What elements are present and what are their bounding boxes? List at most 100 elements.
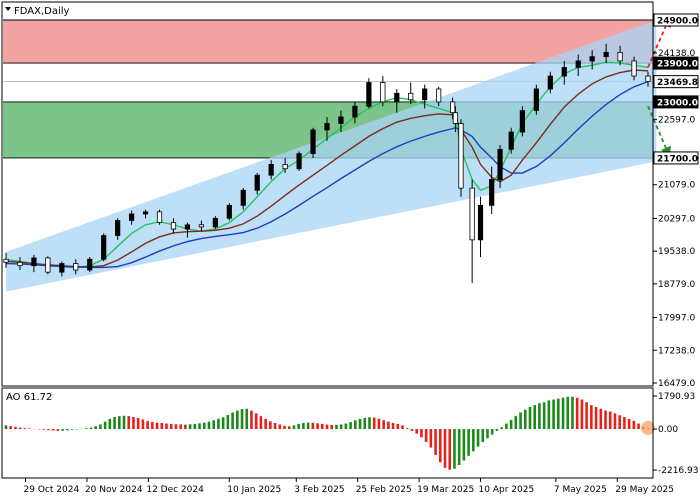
ao-current-marker — [641, 420, 655, 435]
price-tick-label: 24138.0 — [658, 49, 695, 59]
date-tick-label: 7 May 2025 — [554, 485, 607, 495]
ao-tick-label: -2216.93 — [658, 466, 698, 476]
price-tick-label: 19538.0 — [658, 247, 695, 257]
ao-tick-label: 0.00 — [658, 425, 678, 435]
price-tick-label: 21079.0 — [658, 181, 695, 191]
candle — [101, 233, 107, 262]
svg-text:23000.0: 23000.0 — [657, 98, 698, 108]
bullish-arrow — [647, 15, 671, 68]
candle — [452, 106, 459, 133]
candle — [450, 97, 456, 120]
level-label: 23000.0 — [653, 95, 699, 109]
level-label: 23900.0 — [653, 56, 699, 70]
bearish-arrow — [647, 105, 671, 158]
level-labels: 24900.0 23900.0 23469.8 23000.0 21700.0 — [653, 13, 699, 165]
candle — [408, 82, 414, 105]
candle — [469, 179, 475, 283]
date-tick-label: 10 Jan 2025 — [227, 485, 281, 495]
ao-axis: 1790.93 0.00 -2216.93 — [653, 392, 698, 476]
candle — [226, 203, 232, 221]
candle — [645, 71, 651, 87]
chart-title: FDAX,Daily — [5, 6, 70, 17]
moving-average-line — [5, 80, 649, 269]
candle — [87, 257, 93, 273]
candle — [617, 45, 623, 66]
price-tick-label: 17238.0 — [658, 346, 695, 356]
candle — [422, 84, 428, 109]
candlesticks — [3, 43, 651, 283]
svg-text:21700.0: 21700.0 — [657, 154, 698, 164]
candle — [31, 254, 37, 273]
svg-text:23900.0: 23900.0 — [657, 60, 698, 70]
ao-title: AO 61.72 — [6, 392, 52, 403]
date-tick-label: 10 Apr 2025 — [479, 485, 535, 495]
ao-panel-frame — [1, 387, 654, 479]
candle — [324, 116, 330, 141]
price-axis: 24138.0 22597.0 21079.0 20297.0 19538.0 18779… — [653, 49, 695, 389]
date-tick-label: 29 May 2025 — [615, 485, 674, 495]
candle — [212, 216, 218, 230]
candle — [170, 218, 177, 234]
level-label: 23469.8 — [653, 75, 699, 89]
candle — [380, 76, 386, 107]
candle — [631, 56, 637, 81]
candle — [394, 88, 400, 113]
candle — [366, 78, 372, 109]
date-tick-label: 12 Dec 2024 — [146, 485, 204, 495]
candle — [519, 106, 525, 137]
candle — [497, 145, 503, 189]
moving-average-line — [5, 69, 649, 268]
dropdown-triangle-icon[interactable] — [5, 7, 11, 11]
price-tick-label: 16479.0 — [658, 379, 695, 389]
candle — [254, 173, 260, 195]
candle — [129, 210, 135, 225]
ao-tick-label: 1790.93 — [658, 392, 695, 402]
price-tick-label: 20297.0 — [658, 214, 695, 224]
candle — [17, 257, 23, 271]
candle — [296, 151, 302, 171]
price-panel-frame — [1, 1, 654, 387]
candle — [338, 110, 344, 133]
level-label: 21700.0 — [653, 151, 699, 165]
date-tick-label: 3 Feb 2025 — [294, 485, 344, 495]
candle — [589, 50, 595, 70]
candle — [45, 256, 51, 275]
date-tick-label: 20 Nov 2024 — [85, 485, 143, 495]
candle — [115, 218, 121, 240]
candle — [3, 252, 9, 268]
candle — [533, 84, 539, 115]
candle — [240, 188, 246, 210]
svg-text:24900.0: 24900.0 — [657, 17, 698, 27]
candle — [603, 43, 609, 64]
candle — [156, 209, 163, 225]
candle — [547, 71, 553, 94]
candle — [59, 261, 65, 277]
symbol-title: FDAX,Daily — [14, 6, 70, 17]
svg-text:23469.8: 23469.8 — [657, 78, 698, 88]
candle — [142, 209, 149, 219]
date-tick-label: 29 Oct 2024 — [24, 485, 80, 495]
level-label: 24900.0 — [653, 13, 699, 27]
candle — [477, 196, 484, 258]
ao-histogram — [4, 396, 650, 470]
awesome-oscillator-panel[interactable]: AO 61.72 — [4, 392, 655, 470]
price-tick-label: 22597.0 — [658, 115, 695, 125]
candle — [282, 157, 288, 174]
candle — [73, 259, 79, 275]
price-tick-label: 18779.0 — [658, 280, 695, 290]
date-tick-label: 25 Feb 2025 — [356, 485, 412, 495]
resistance-zone — [3, 20, 653, 64]
candle — [198, 220, 204, 232]
candle — [184, 222, 191, 238]
candle — [436, 86, 442, 107]
candle — [489, 166, 495, 214]
price-panel[interactable] — [3, 15, 671, 292]
candle — [508, 127, 514, 154]
candle — [575, 54, 581, 77]
candle — [310, 127, 316, 158]
forecast-arrows — [647, 15, 671, 158]
date-axis: 29 Oct 2024 20 Nov 2024 12 Dec 2024 10 Jan … — [24, 478, 674, 495]
price-tick-label: 17997.0 — [658, 314, 695, 324]
candle — [458, 119, 464, 197]
